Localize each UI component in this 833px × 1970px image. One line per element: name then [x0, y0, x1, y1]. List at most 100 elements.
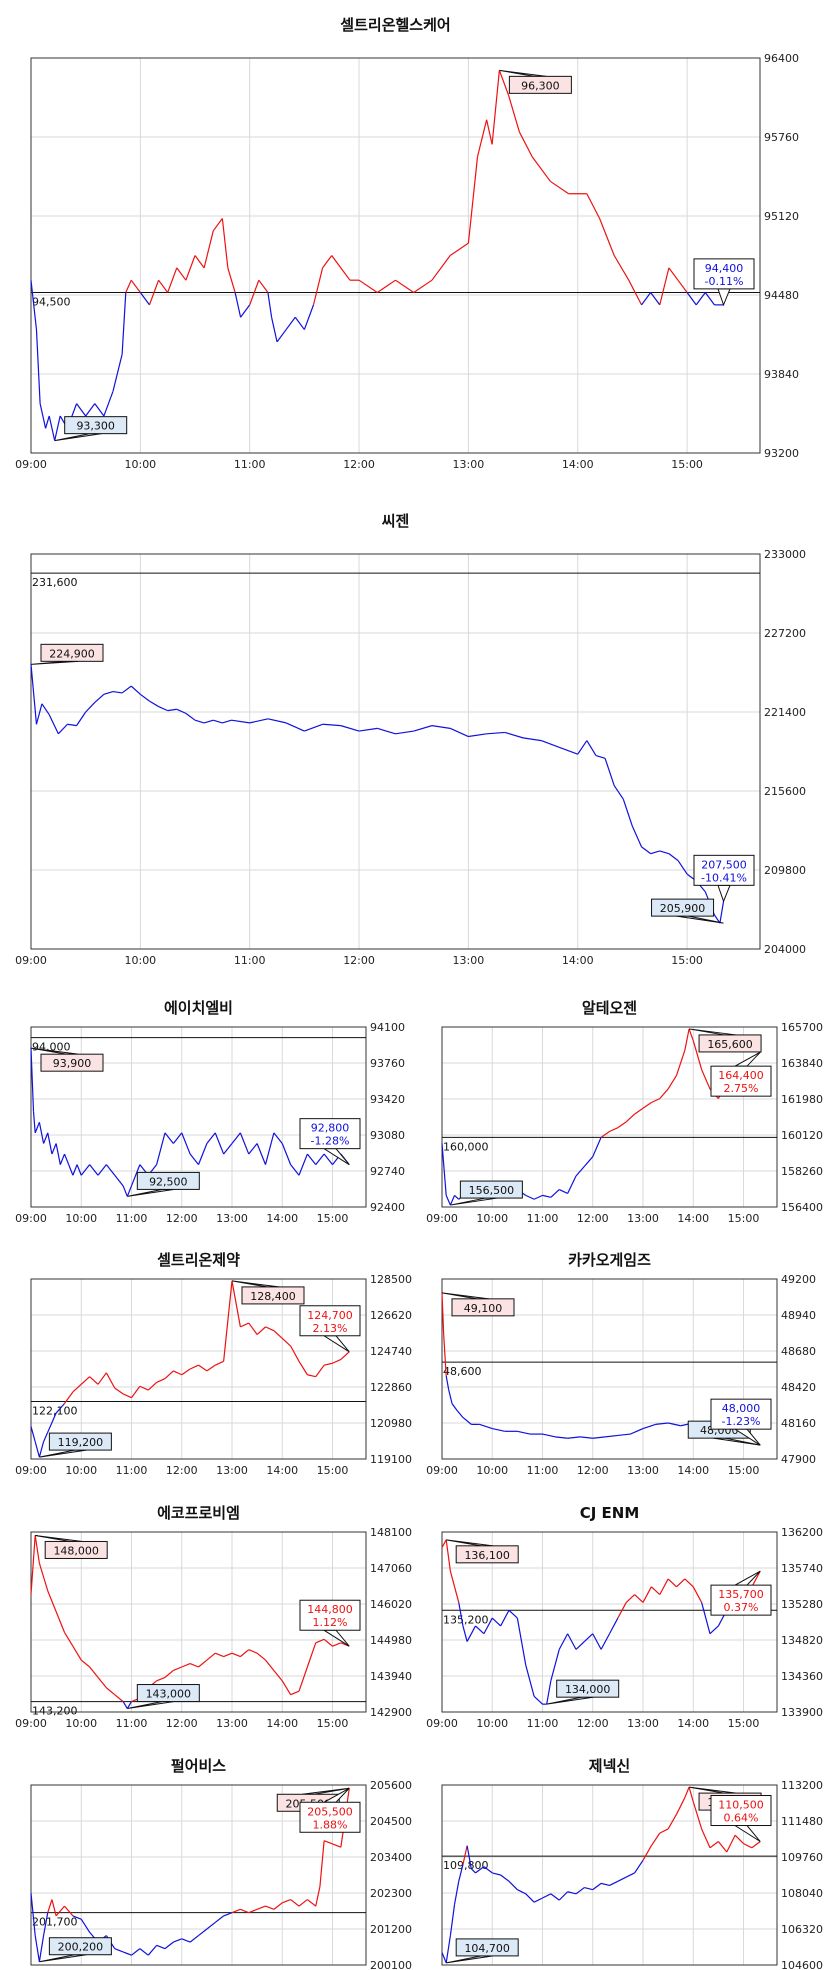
x-tick-label: 14:00 — [677, 1212, 709, 1225]
price-segment — [231, 1280, 241, 1327]
y-tick-label: 147060 — [370, 1562, 412, 1575]
price-segment — [139, 1385, 149, 1391]
price-segment — [198, 1928, 208, 1937]
price-segment — [642, 1586, 652, 1603]
price-segment — [542, 1893, 552, 1899]
plot-frame — [441, 1784, 778, 1966]
chart-panel: 에이치엘비 94100 93760 93420 93080 92740 92400 09:00… — [15, 999, 405, 1225]
y-tick-label: 221400 — [764, 706, 806, 719]
price-segment — [30, 1535, 36, 1595]
price-segment — [492, 1872, 501, 1876]
price-segment — [466, 1625, 477, 1642]
price-segment — [189, 1662, 199, 1668]
price-segment — [265, 1659, 275, 1671]
last-price-callout-text: 124,700 — [307, 1309, 353, 1322]
price-segment — [650, 1586, 661, 1596]
price-segment — [507, 94, 521, 133]
x-tick-label: 15:00 — [728, 1464, 760, 1477]
price-segment — [298, 1666, 308, 1692]
last-price-callout-box — [299, 1305, 361, 1337]
price-segment — [483, 1866, 493, 1874]
price-segment — [215, 1652, 224, 1658]
last-price-callout-text: -1.23% — [722, 1415, 761, 1428]
price-segment — [575, 1887, 585, 1895]
price-segment — [38, 1562, 45, 1578]
x-tick-label: 15:00 — [728, 1717, 760, 1730]
price-segment — [558, 1189, 568, 1194]
price-segment — [533, 1194, 543, 1200]
y-tick-label: 48420 — [781, 1381, 816, 1394]
x-tick-label: 10:00 — [476, 1717, 508, 1730]
price-segment — [441, 1539, 447, 1548]
price-segment — [130, 1164, 141, 1187]
price-segment — [30, 1426, 36, 1442]
price-segment — [695, 292, 706, 306]
last-price-callout-text: 0.64% — [724, 1812, 759, 1825]
x-tick-label: 14:00 — [677, 1717, 709, 1730]
price-segment — [256, 1326, 266, 1335]
low-callout-text: 200,200 — [58, 1941, 104, 1954]
price-segment — [701, 1069, 711, 1090]
price-segment — [76, 1164, 82, 1176]
x-tick-label: 09:00 — [15, 1212, 47, 1225]
price-segment — [181, 1368, 191, 1376]
y-tick-label: 163840 — [781, 1057, 823, 1070]
price-segment — [304, 723, 323, 732]
price-segment — [38, 1122, 45, 1144]
x-tick-label: 10:00 — [124, 458, 156, 471]
price-segment — [30, 280, 38, 330]
y-tick-label: 205600 — [370, 1779, 412, 1792]
chart-title: 에이치엘비 — [164, 999, 233, 1017]
plot-frame — [30, 1026, 367, 1208]
y-tick-label: 204500 — [370, 1815, 412, 1828]
price-segment — [600, 1882, 610, 1887]
price-segment — [642, 1101, 652, 1109]
price-segment — [675, 1050, 686, 1076]
price-segment — [449, 1570, 456, 1587]
price-segment — [47, 1899, 53, 1913]
low-callout-pointer — [54, 433, 102, 442]
chart-panel: 씨젠 233000 227200 221400 215600 209800 204000 09… — [15, 512, 806, 967]
price-segment — [34, 1441, 40, 1458]
low-callout-box — [136, 1684, 200, 1703]
x-tick-label: 15:00 — [317, 1212, 349, 1225]
price-segment — [449, 1195, 456, 1206]
plot-frame — [30, 1278, 367, 1460]
price-segment — [525, 1194, 535, 1200]
y-tick-label: 136200 — [781, 1526, 823, 1539]
price-segment — [476, 119, 488, 157]
price-segment — [240, 1322, 249, 1328]
price-segment — [462, 1845, 468, 1865]
high-callout: 148,000 — [35, 1534, 108, 1559]
low-callout-text: 134,000 — [565, 1683, 611, 1696]
price-segment — [641, 292, 652, 306]
low-callout: 143,000 — [127, 1684, 200, 1710]
y-tick-label: 122860 — [370, 1381, 412, 1394]
price-segment — [198, 1364, 208, 1372]
price-segment — [431, 725, 451, 729]
last-price-callout-box — [710, 1398, 772, 1430]
low-callout: 200,200 — [39, 1937, 112, 1963]
price-segment — [72, 1645, 82, 1661]
price-segment — [281, 1143, 292, 1165]
price-segment — [55, 1611, 66, 1633]
price-segment — [306, 1642, 317, 1668]
price-segment — [85, 403, 96, 417]
chart-panel: 알테오젠 165700 163840 161980 160120 158260 156400… — [426, 999, 823, 1225]
price-segment — [72, 1383, 82, 1393]
price-segment — [456, 1410, 464, 1418]
price-segment — [453, 1881, 460, 1905]
price-segment — [158, 279, 169, 293]
x-tick-label: 13:00 — [216, 1717, 248, 1730]
high-callout-box — [241, 1286, 305, 1305]
price-segment — [322, 255, 333, 269]
x-tick-label: 11:00 — [234, 458, 266, 471]
y-tick-label: 96400 — [764, 52, 799, 65]
y-tick-label: 148100 — [370, 1526, 412, 1539]
price-segment — [395, 279, 415, 294]
x-tick-label: 11:00 — [527, 1212, 559, 1225]
chart-title: 카카오게임즈 — [568, 1251, 651, 1269]
price-segment — [51, 1412, 57, 1423]
price-segment — [650, 1832, 661, 1847]
x-tick-label: 14:00 — [266, 1464, 298, 1477]
